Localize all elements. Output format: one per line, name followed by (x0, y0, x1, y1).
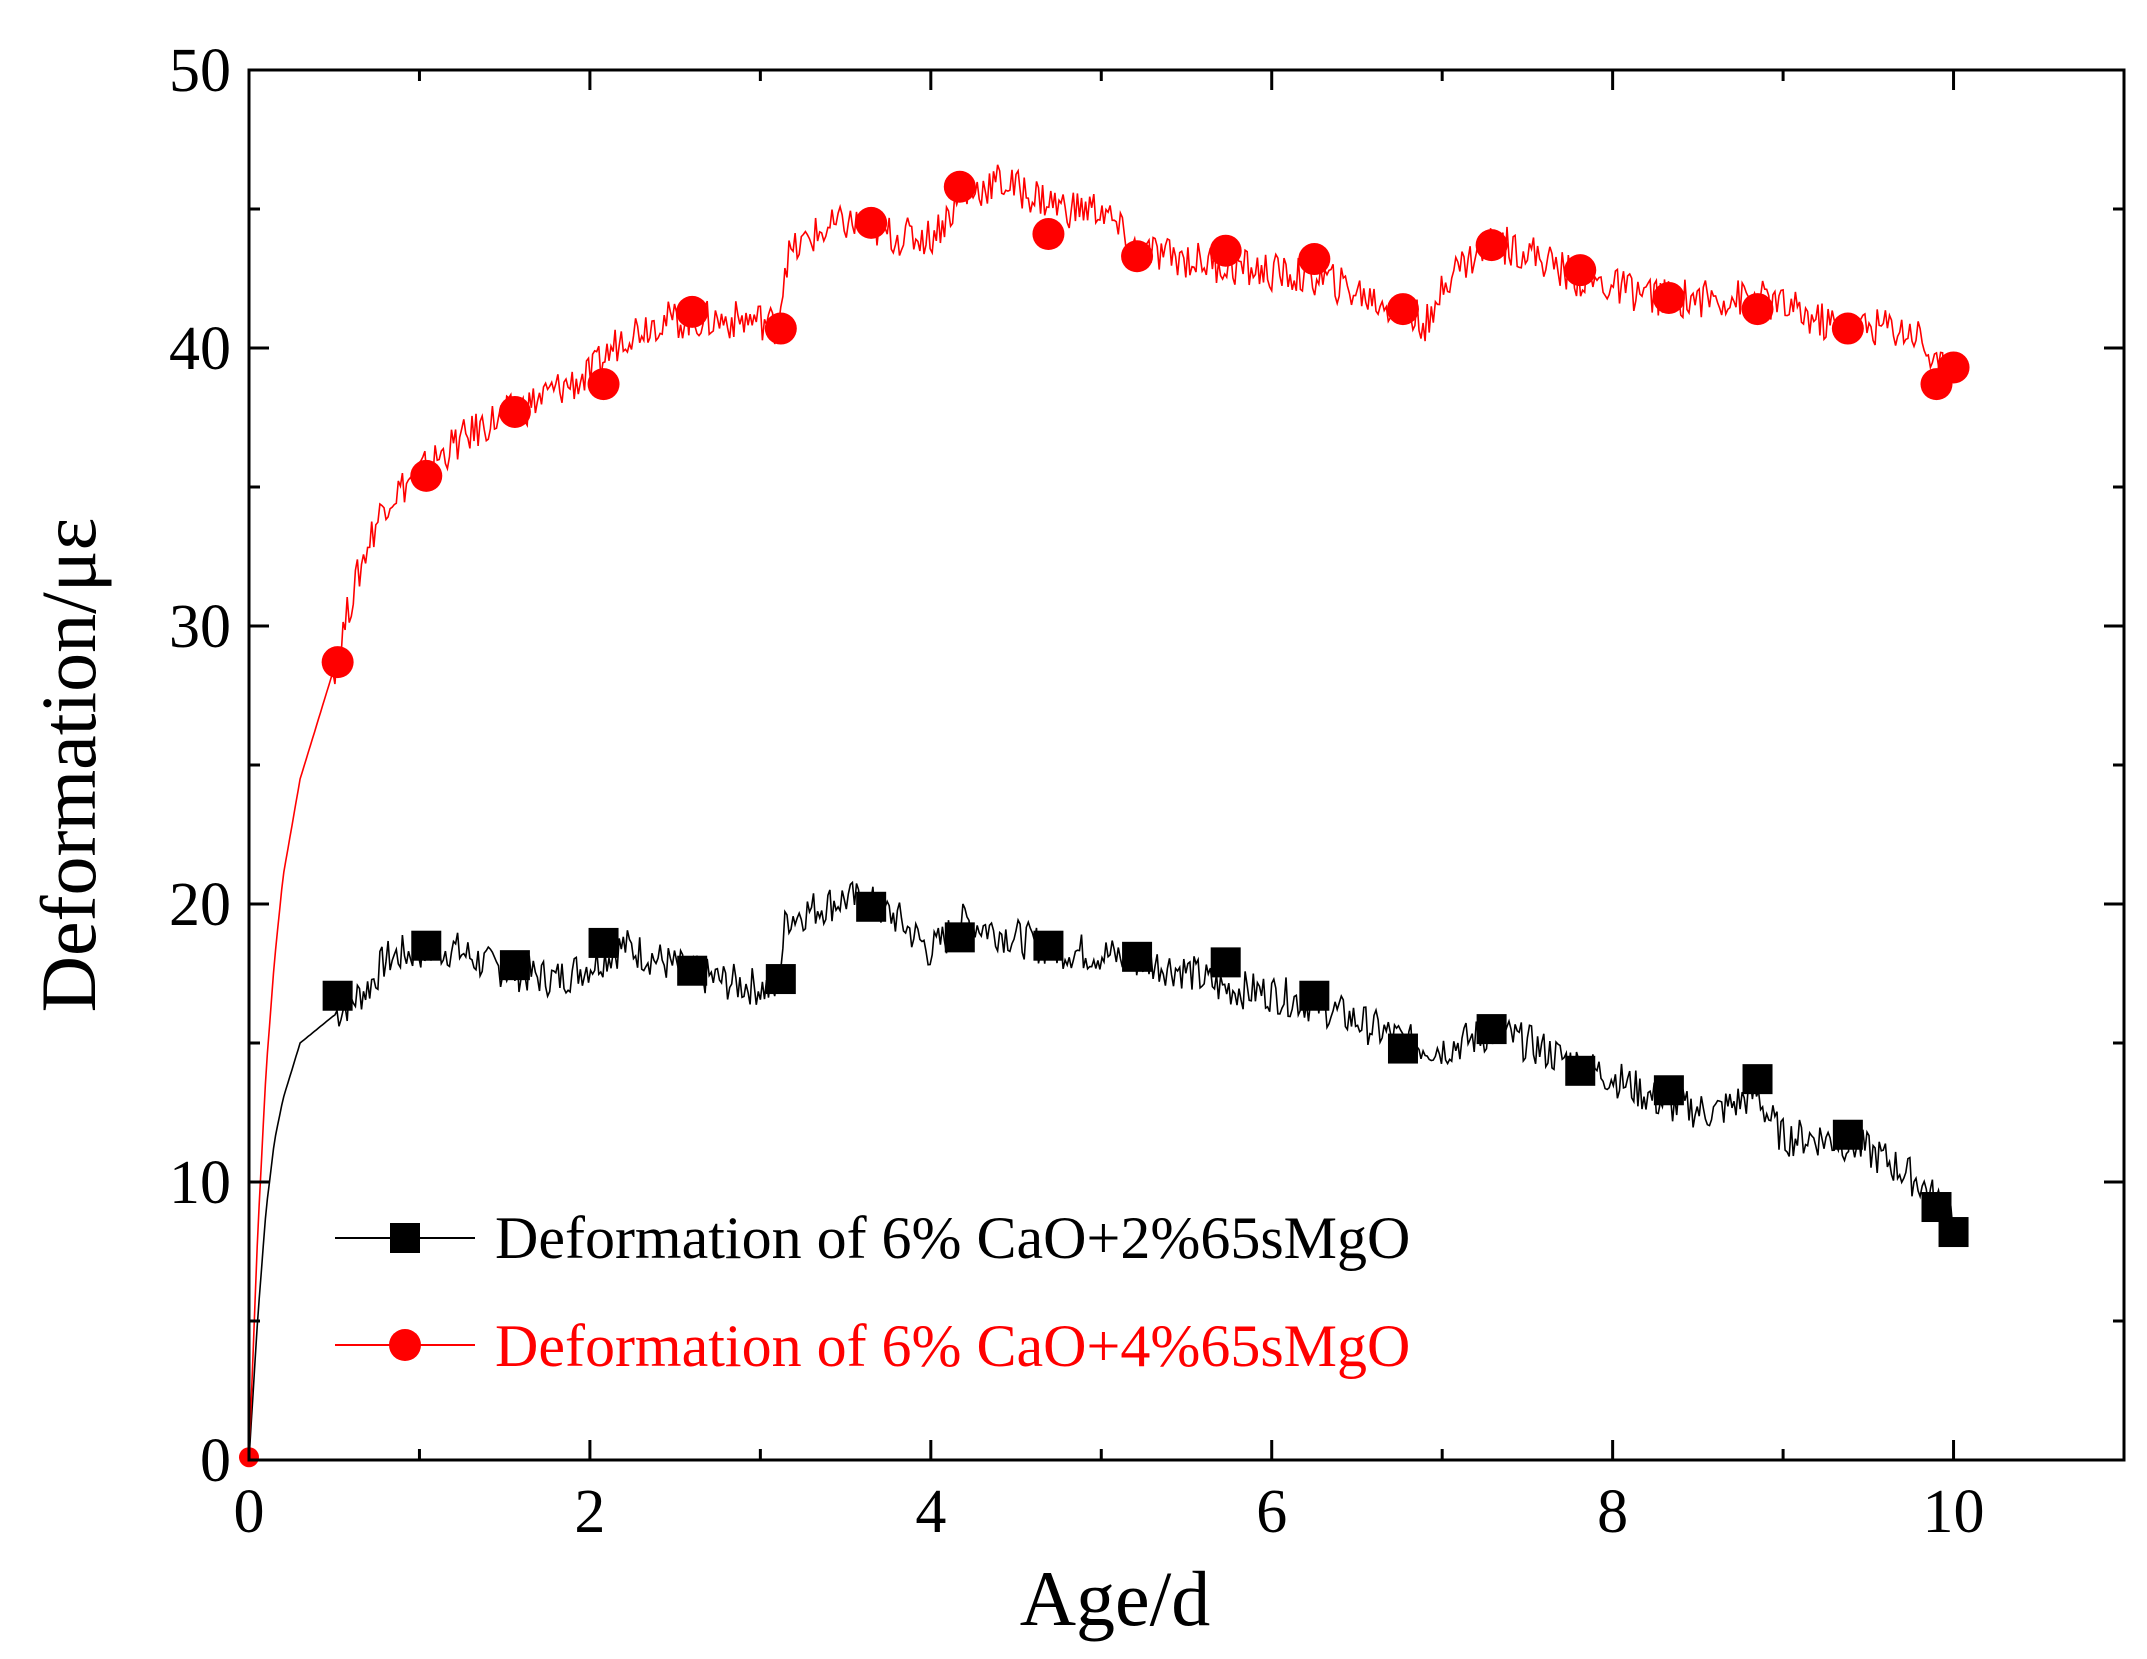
x-axis-title: Age/d (1020, 1555, 1211, 1642)
data-point-series-1 (1122, 941, 1153, 972)
data-point-series-2 (410, 459, 443, 492)
x-tick-label: 2 (574, 1478, 605, 1546)
data-point-series-1 (1299, 980, 1330, 1011)
legend-marker-series-1 (390, 1223, 420, 1253)
y-tick-label: 40 (169, 315, 231, 383)
axis-ticks (247, 68, 2126, 1462)
data-point-series-2 (1831, 312, 1864, 345)
data-point-series-2 (321, 646, 354, 679)
data-point-series-1 (1938, 1217, 1969, 1248)
y-tick-label: 30 (169, 593, 231, 661)
y-axis-title: Deformation/με (25, 518, 112, 1013)
data-point-series-2 (1386, 293, 1419, 326)
data-point-series-2 (1209, 234, 1242, 267)
x-tick-label: 6 (1256, 1478, 1287, 1546)
data-point-series-2 (1937, 351, 1970, 384)
data-point-series-2 (855, 206, 888, 239)
data-point-series-1 (322, 980, 353, 1011)
data-point-series-2 (1032, 218, 1065, 251)
data-point-series-1 (1476, 1014, 1507, 1045)
legend: Deformation of 6% CaO+2%65sMgO Deformati… (335, 1205, 1410, 1379)
x-tick-label: 0 (234, 1478, 265, 1546)
x-tick-label: 4 (915, 1478, 946, 1546)
data-point-series-1 (588, 927, 619, 958)
series-markers (239, 170, 1970, 1468)
y-tick-label: 10 (169, 1149, 231, 1217)
data-point-series-2 (1298, 243, 1331, 276)
data-point-series-1 (944, 922, 975, 953)
y-tick-label: 0 (200, 1427, 231, 1495)
data-point-series-2 (1741, 293, 1774, 326)
data-point-series-1 (1832, 1119, 1863, 1150)
data-point-series-1 (1653, 1075, 1684, 1106)
axis-tick-labels: 0 2 4 6 8 10 0 10 20 30 40 50 (169, 37, 1985, 1546)
data-point-series-1 (677, 955, 708, 986)
data-point-series-1 (411, 930, 442, 961)
data-point-series-1 (1742, 1064, 1773, 1095)
data-point-series-1 (765, 964, 796, 995)
data-point-series-2 (943, 170, 976, 203)
data-point-series-2 (1652, 281, 1685, 314)
data-point-series-2 (587, 368, 620, 401)
data-point-series-1 (499, 950, 530, 981)
x-tick-label: 10 (1923, 1478, 1985, 1546)
data-point-series-1 (1565, 1055, 1596, 1086)
data-point-series-1 (856, 891, 887, 922)
legend-label-series-1: Deformation of 6% CaO+2%65sMgO (495, 1205, 1410, 1271)
data-point-series-1 (1387, 1033, 1418, 1064)
data-point-series-1 (1210, 947, 1241, 978)
y-tick-label: 50 (169, 37, 231, 105)
data-point-series-2 (764, 312, 797, 345)
x-tick-label: 8 (1597, 1478, 1628, 1546)
data-point-series-1 (1033, 930, 1064, 961)
data-point-series-2 (498, 395, 531, 428)
y-tick-label: 20 (169, 871, 231, 939)
data-point-series-1 (1921, 1192, 1952, 1223)
data-point-series-2 (1564, 254, 1597, 287)
data-point-series-2 (1475, 229, 1508, 262)
legend-label-series-2: Deformation of 6% CaO+4%65sMgO (495, 1313, 1410, 1379)
data-point-series-2 (1121, 240, 1154, 273)
data-point-series-2 (676, 295, 709, 328)
legend-marker-series-2 (389, 1329, 421, 1361)
